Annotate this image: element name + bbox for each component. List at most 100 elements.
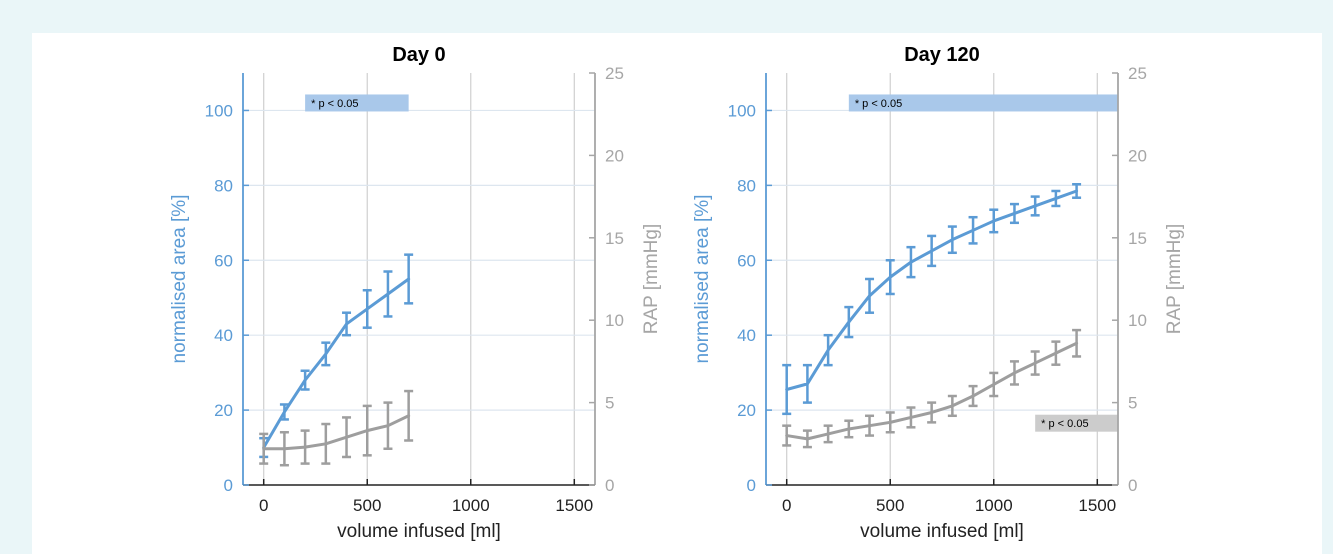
error-bar [823, 424, 833, 444]
right-tick-label: 15 [1128, 229, 1147, 248]
error-bar [927, 401, 937, 424]
x-tick-label: 1000 [452, 496, 490, 515]
error-bar [802, 363, 812, 404]
right-tick-label: 0 [605, 476, 614, 495]
x-axis-label: volume infused [ml] [860, 521, 1024, 542]
right-tick-label: 25 [1128, 64, 1147, 83]
x-axis-label: volume infused [ml] [337, 521, 501, 542]
chart-title: Day 0 [392, 44, 445, 66]
error-bar [968, 215, 978, 245]
error-bar [1051, 340, 1061, 366]
error-bar [885, 259, 895, 296]
significance-label: * p < 0.05 [311, 98, 358, 110]
error-bar [947, 225, 957, 255]
left-tick-label: 20 [214, 401, 233, 420]
series-1 [259, 389, 414, 467]
error-bar [844, 305, 854, 339]
error-bar [1072, 328, 1082, 358]
error-bar [782, 363, 792, 416]
error-bar [279, 403, 289, 421]
error-bar [865, 414, 875, 437]
error-bar [300, 369, 310, 391]
left-tick-label: 80 [737, 176, 756, 195]
right-tick-label: 0 [1128, 476, 1137, 495]
error-bar [1030, 195, 1040, 217]
x-tick-label: 0 [259, 496, 268, 515]
error-bar [383, 401, 393, 450]
error-bar [968, 384, 978, 408]
right-tick-label: 20 [1128, 146, 1147, 165]
right-tick-label: 5 [605, 394, 614, 413]
left-tick-label: 60 [737, 251, 756, 270]
error-bar [823, 333, 833, 367]
error-bar [404, 253, 414, 305]
error-bar [300, 429, 310, 465]
left-tick-label: 20 [737, 401, 756, 420]
x-tick-label: 1000 [975, 496, 1013, 515]
error-bar [885, 411, 895, 434]
error-bar [321, 422, 331, 465]
error-bar [1051, 189, 1061, 208]
series-line [785, 189, 1079, 391]
error-bar [947, 394, 957, 418]
series-0 [259, 253, 414, 459]
error-bar [989, 371, 999, 398]
right-tick-label: 25 [605, 64, 624, 83]
left-tick-label: 0 [747, 476, 756, 495]
significance-label: * p < 0.05 [1041, 418, 1088, 430]
error-bar [782, 424, 792, 447]
x-tick-label: 1500 [555, 496, 593, 515]
left-tick-label: 100 [205, 101, 233, 120]
left-tick-label: 100 [728, 101, 756, 120]
right-tick-label: 20 [605, 146, 624, 165]
left-tick-label: 40 [214, 326, 233, 345]
series-line [262, 277, 411, 450]
error-bar [362, 404, 372, 457]
series-line [262, 414, 411, 451]
significance-bar [1035, 414, 1118, 432]
right-axis-label: RAP [mmHg] [1164, 224, 1185, 335]
series-1 [782, 328, 1082, 449]
error-bar [989, 208, 999, 234]
figure-panel: * p < 0.05 0 20 40 60 80 100 0 5 10 15 20 25 0 500 1000… [32, 33, 1322, 554]
right-tick-label: 5 [1128, 394, 1137, 413]
right-axis-label: RAP [mmHg] [641, 224, 662, 335]
error-bar [342, 416, 352, 459]
right-tick-label: 10 [605, 311, 624, 330]
right-tick-label: 15 [605, 229, 624, 248]
error-bar [383, 270, 393, 318]
left-axis-label: normalised area [%] [169, 195, 190, 364]
significance-bar [848, 94, 1118, 112]
error-bar [362, 288, 372, 329]
significance-label: * p < 0.05 [855, 98, 902, 110]
x-tick-label: 1500 [1078, 496, 1116, 515]
error-bar [1072, 182, 1082, 199]
error-bar [865, 277, 875, 314]
left-tick-label: 80 [214, 176, 233, 195]
x-tick-label: 500 [353, 496, 381, 515]
error-bar [906, 245, 916, 279]
chart-1: * p < 0.05* p < 0.0502040608010005101520… [692, 44, 1185, 542]
x-tick-label: 0 [782, 496, 791, 515]
error-bar [1030, 350, 1040, 376]
error-bar [927, 234, 937, 268]
error-bar [342, 311, 352, 337]
left-tick-label: 60 [214, 251, 233, 270]
left-tick-label: 40 [737, 326, 756, 345]
series-0 [782, 182, 1082, 416]
error-bar [404, 389, 414, 442]
error-bar [844, 419, 854, 439]
error-bar [802, 429, 812, 449]
right-tick-label: 10 [1128, 311, 1147, 330]
error-bar [259, 432, 269, 465]
error-bar [321, 341, 331, 367]
left-tick-label: 0 [224, 476, 233, 495]
error-bar [906, 406, 916, 429]
significance-bar [305, 94, 409, 112]
error-bar [279, 431, 289, 467]
chart-title: Day 120 [904, 44, 980, 66]
error-bar [1009, 202, 1019, 225]
left-axis-label: normalised area [%] [692, 195, 713, 364]
